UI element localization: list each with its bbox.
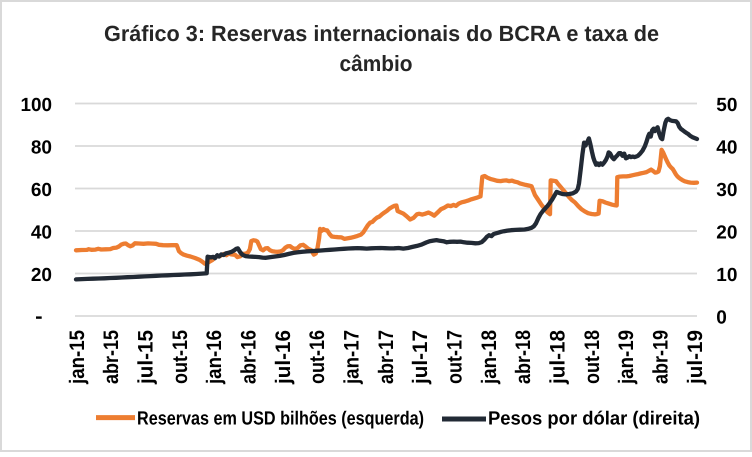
- svg-text:10: 10: [716, 265, 737, 286]
- svg-text:jul-17: jul-17: [409, 330, 432, 385]
- svg-text:out-15: out-15: [169, 330, 192, 384]
- svg-text:jan-19: jan-19: [615, 330, 638, 385]
- svg-text:out-16: out-16: [306, 330, 329, 384]
- svg-text:jan-17: jan-17: [341, 330, 364, 385]
- svg-text:out-17: out-17: [444, 330, 467, 384]
- svg-text:jul-16: jul-16: [272, 330, 295, 385]
- svg-text:abr-16: abr-16: [237, 330, 260, 384]
- svg-text:abr-17: abr-17: [375, 330, 398, 384]
- svg-text:abr-15: abr-15: [100, 330, 123, 384]
- svg-text:80: 80: [31, 137, 52, 158]
- svg-text:jul-15: jul-15: [134, 330, 157, 385]
- svg-text:jan-18: jan-18: [478, 330, 501, 385]
- svg-text:50: 50: [716, 95, 737, 116]
- svg-text:20: 20: [31, 265, 52, 286]
- svg-text:40: 40: [716, 137, 737, 158]
- svg-text:Gráfico 3: Reservas internacio: Gráfico 3: Reservas internacionais do BC…: [104, 21, 659, 46]
- svg-text:20: 20: [716, 222, 737, 243]
- svg-text:abr-19: abr-19: [649, 330, 672, 384]
- svg-text:abr-18: abr-18: [512, 330, 535, 384]
- svg-text:30: 30: [716, 180, 737, 201]
- svg-text:Reservas em USD bilhões (esque: Reservas em USD bilhões (esquerda): [137, 409, 424, 430]
- svg-text:40: 40: [31, 222, 52, 243]
- svg-text:out-18: out-18: [581, 330, 604, 384]
- svg-text:jul-18: jul-18: [546, 330, 569, 385]
- svg-text:jan-15: jan-15: [66, 330, 89, 385]
- svg-text:60: 60: [31, 180, 52, 201]
- svg-text:câmbio: câmbio: [340, 51, 413, 76]
- svg-text:0: 0: [716, 307, 727, 328]
- svg-text:100: 100: [21, 95, 53, 116]
- svg-text:jul-19: jul-19: [684, 330, 707, 385]
- svg-text:jan-16: jan-16: [203, 330, 226, 385]
- svg-text:Pesos por dólar (direita): Pesos por dólar (direita): [488, 409, 700, 430]
